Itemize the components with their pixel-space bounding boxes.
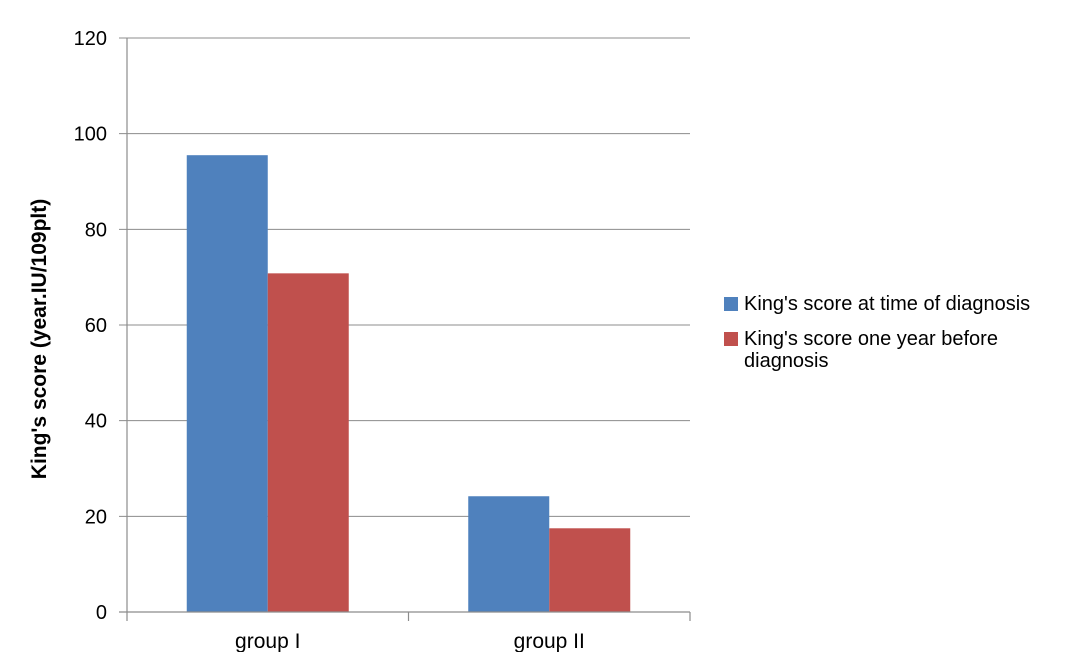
x-category-label: group I <box>235 630 300 652</box>
x-category-label: group II <box>514 630 585 652</box>
legend-label: King's score at time of diagnosis <box>744 293 1030 315</box>
y-tick-label: 0 <box>96 602 107 624</box>
legend: King's score at time of diagnosis King's … <box>724 293 1030 372</box>
labels: 0 20 40 60 80 100 120 group I group II King's sco… <box>28 28 585 653</box>
bar-one-year-before-1 <box>267 273 349 612</box>
y-tick-label: 80 <box>85 219 107 241</box>
legend-label: King's score one year before diagnosis <box>744 328 998 372</box>
legend-label-line: King's score one year before <box>744 328 998 350</box>
y-tick-label: 40 <box>85 411 107 433</box>
bar-at-diagnosis-2 <box>468 496 550 612</box>
y-axis-title: King's score (year.IU/109plt) <box>28 199 51 479</box>
y-tick-label: 20 <box>85 506 107 528</box>
legend-swatch <box>724 297 738 311</box>
bars <box>186 155 631 613</box>
bar-one-year-before-2 <box>549 528 631 612</box>
legend-label-line: King's score at time of diagnosis <box>744 293 1030 315</box>
y-tick-label: 60 <box>85 315 107 337</box>
axes <box>119 38 691 621</box>
bar-at-diagnosis-1 <box>186 155 268 613</box>
legend-label-line: diagnosis <box>744 350 829 372</box>
legend-swatch <box>724 332 738 346</box>
y-tick-label: 100 <box>74 124 107 146</box>
y-tick-label: 120 <box>74 28 107 50</box>
